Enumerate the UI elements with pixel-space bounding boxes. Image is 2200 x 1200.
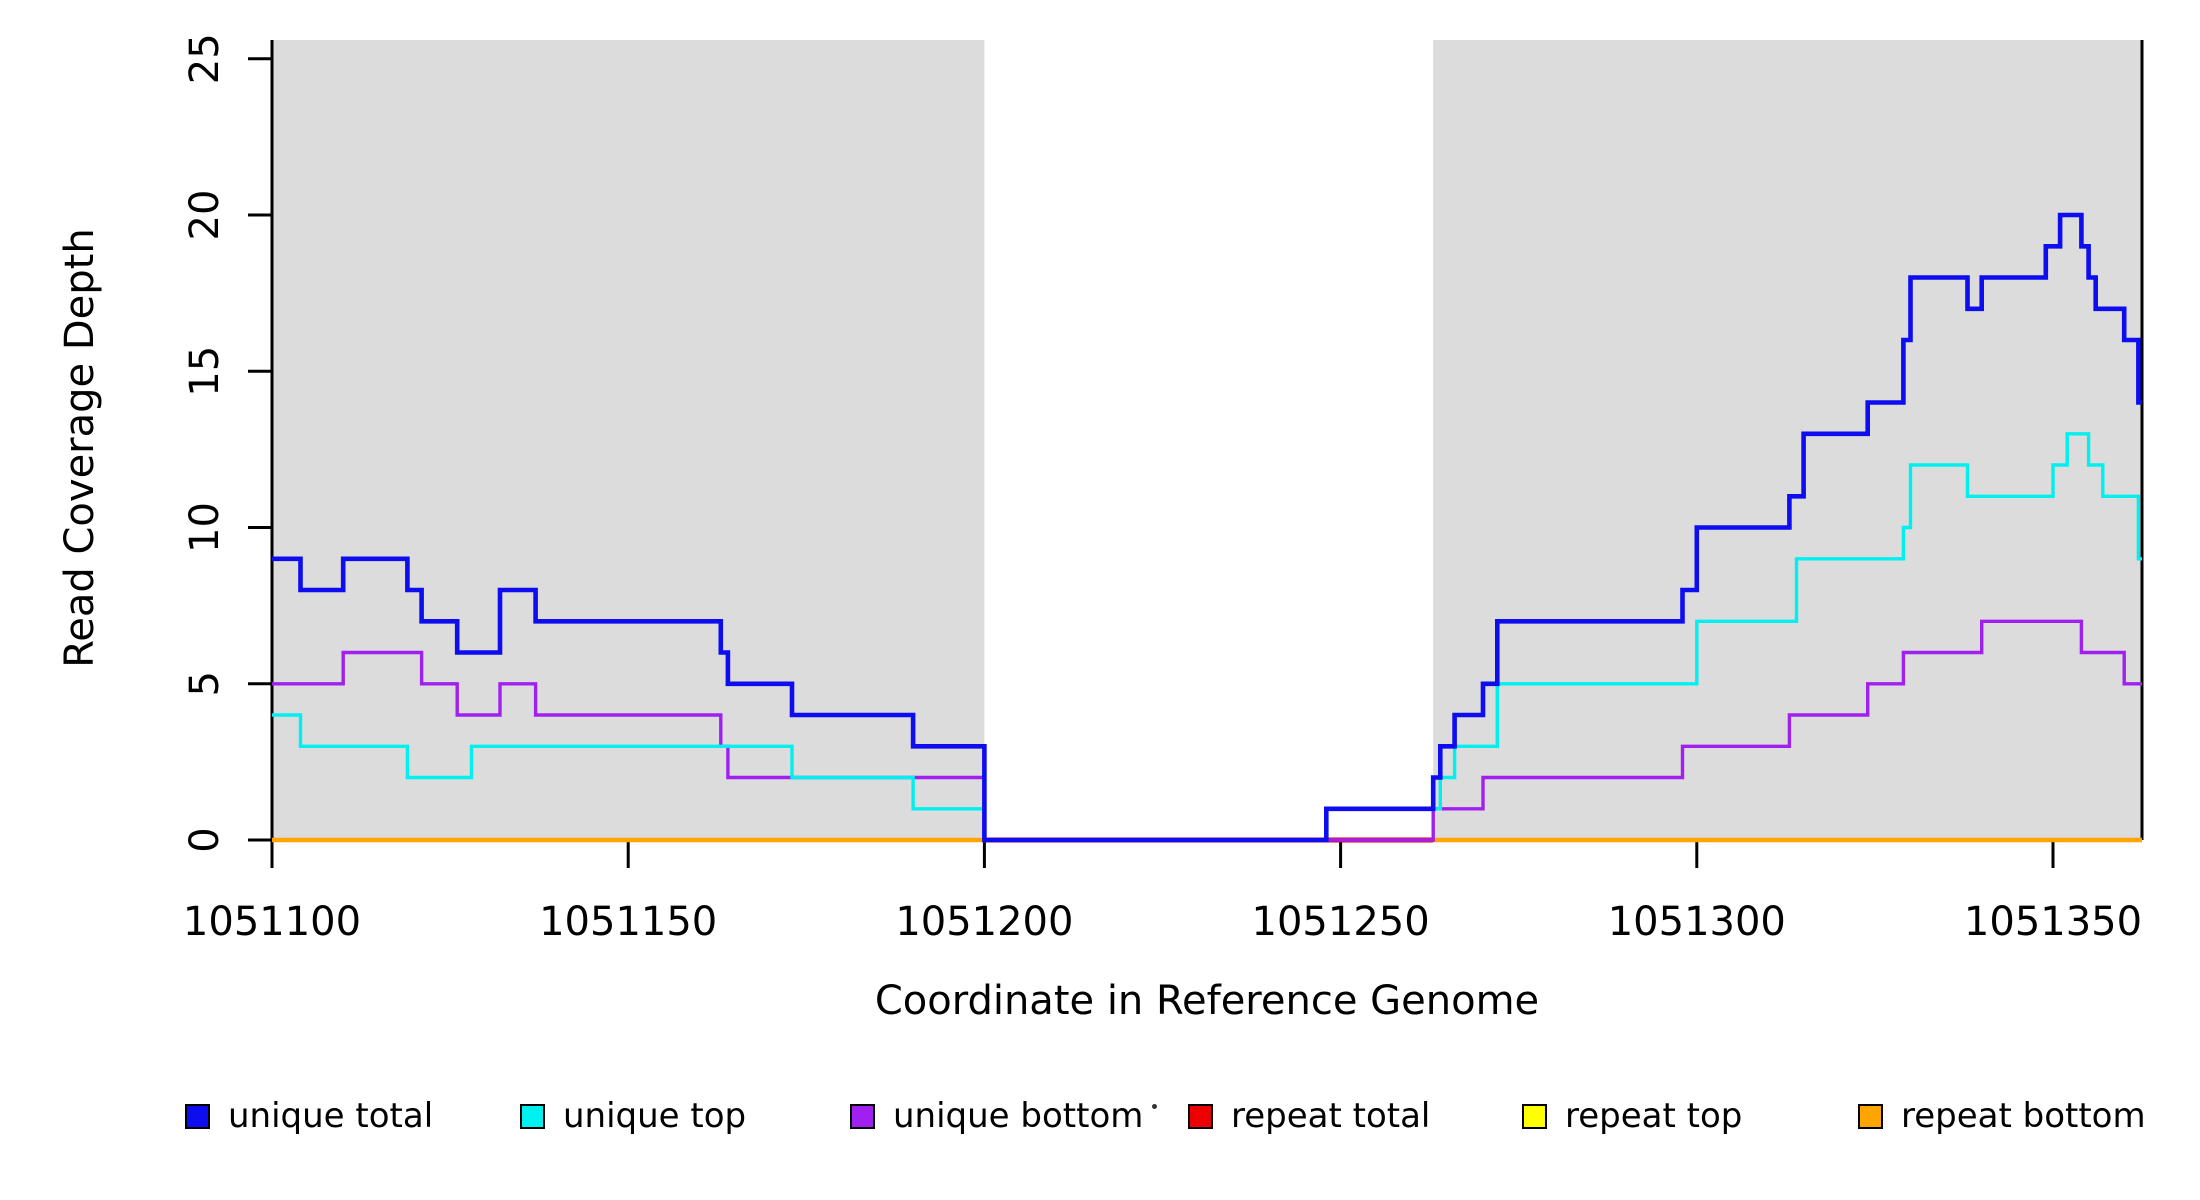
x-tick-label: 1051200 xyxy=(895,899,1073,945)
legend-swatch-icon xyxy=(1188,1103,1213,1129)
y-tick-label: 20 xyxy=(182,190,228,241)
x-axis-title: Coordinate in Reference Genome xyxy=(874,978,1540,1024)
y-axis-title: Read Coverage Depth xyxy=(57,228,103,668)
shaded-region xyxy=(1433,40,2142,840)
x-tick-label: 1051350 xyxy=(1964,899,2142,945)
series-line-unique-top xyxy=(272,432,2142,842)
legend-swatch-icon xyxy=(185,1103,210,1129)
legend-item-repeat-total: repeat total xyxy=(1188,1096,1430,1136)
legend-label: repeat bottom xyxy=(1901,1096,2146,1136)
y-tick-label: 10 xyxy=(182,502,228,553)
legend-label: repeat total xyxy=(1231,1096,1431,1136)
series-line-unique-bottom xyxy=(272,619,2142,842)
legend-label: unique total xyxy=(228,1096,434,1136)
x-tick-label: 1051250 xyxy=(1252,899,1430,945)
y-tick-label: 0 xyxy=(182,827,228,852)
legend-label: unique bottom xyxy=(893,1096,1144,1136)
y-tick-label: 25 xyxy=(182,33,228,84)
stray-dot-artifact xyxy=(1152,1104,1157,1109)
legend-item-unique-top: unique top xyxy=(520,1096,746,1136)
legend-label: repeat top xyxy=(1565,1096,1743,1136)
x-tick-label: 1051150 xyxy=(539,899,717,945)
x-tick-label: 1051300 xyxy=(1608,899,1786,945)
legend-item-unique-bottom: unique bottom xyxy=(850,1096,1143,1136)
series-line-unique-total xyxy=(272,212,2142,843)
legend-item-repeat-bottom: repeat bottom xyxy=(1858,1096,2146,1136)
legend: unique total unique top unique bottom repea… xyxy=(0,1096,2200,1146)
legend-swatch-icon xyxy=(1858,1103,1883,1129)
legend-item-repeat-top: repeat top xyxy=(1522,1096,1742,1136)
shaded-region xyxy=(272,40,985,840)
legend-swatch-icon xyxy=(850,1103,875,1129)
legend-item-unique-total: unique total xyxy=(185,1096,433,1136)
legend-label: unique top xyxy=(563,1096,747,1136)
x-tick-label: 1051100 xyxy=(183,899,361,945)
legend-swatch-icon xyxy=(520,1103,545,1129)
y-tick-label: 5 xyxy=(182,671,228,696)
y-tick-label: 15 xyxy=(182,346,228,397)
legend-swatch-icon xyxy=(1522,1103,1547,1129)
